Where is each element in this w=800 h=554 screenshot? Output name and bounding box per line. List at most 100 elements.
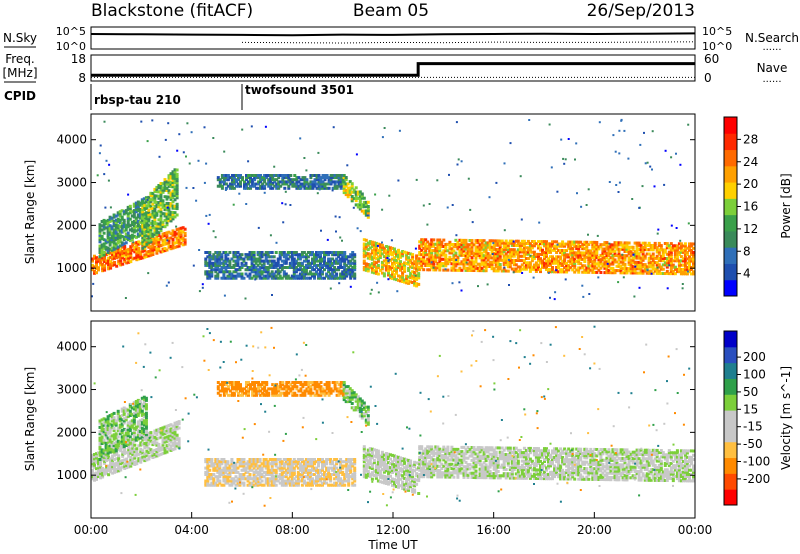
- scatter-cell: [177, 229, 181, 233]
- scatter-cell: [136, 422, 140, 426]
- scatter-cell: [539, 261, 542, 265]
- scatter-cell: [344, 188, 348, 192]
- scatter-cell: [675, 255, 679, 259]
- scatter-cell: [222, 479, 226, 483]
- scatter-cell: [579, 257, 583, 261]
- scatter-cell: [138, 201, 142, 205]
- scatter-cell: [93, 461, 96, 465]
- scatter-cell: [637, 248, 641, 251]
- scatter-cell: [522, 244, 526, 248]
- scatter-cell: [161, 243, 165, 247]
- scatter-cell: [325, 182, 329, 186]
- scatter-cell: [333, 182, 337, 186]
- scatter-cell: [337, 268, 341, 272]
- scatter-cell: [140, 435, 144, 439]
- scatter-cell: [518, 244, 522, 247]
- scatter-cell: [240, 468, 244, 472]
- scatter-cell: [157, 194, 161, 198]
- scatter-noise-cell: [576, 192, 578, 195]
- scatter-cell: [173, 233, 177, 236]
- scatter-cell: [430, 251, 434, 255]
- scatter-cell: [368, 255, 372, 259]
- scatter-cell: [240, 473, 244, 476]
- scatter-cell: [490, 262, 494, 266]
- scatter-cell: [553, 244, 557, 248]
- scatter-cell: [98, 231, 102, 235]
- scatter-cell: [417, 259, 421, 263]
- scatter-cell: [309, 174, 313, 177]
- scatter-cell: [534, 255, 538, 258]
- scatter-cell: [163, 180, 167, 184]
- scatter-cell: [140, 409, 144, 413]
- scatter-cell: [135, 256, 139, 260]
- scatter-noise-cell: [370, 288, 373, 291]
- scatter-cell: [623, 265, 627, 268]
- scatter-cell: [627, 260, 631, 264]
- scatter-cell: [122, 223, 126, 227]
- scatter-cell: [108, 426, 112, 430]
- scatter-cell: [300, 272, 304, 276]
- scatter-cell: [253, 178, 257, 182]
- scatter-cell: [502, 254, 506, 258]
- scatter-cell: [555, 240, 559, 244]
- scatter-cell: [159, 222, 163, 226]
- scatter-cell: [603, 266, 607, 270]
- scatter-cell: [232, 182, 236, 186]
- scatter-noise-cell: [317, 151, 320, 154]
- scatter-cell: [438, 264, 442, 268]
- scatter-cell: [262, 263, 266, 267]
- scatter-cell: [106, 421, 110, 425]
- scatter-cell: [173, 423, 177, 427]
- scatter-cell: [595, 241, 599, 244]
- scatter-cell: [659, 254, 663, 258]
- scatter-noise-cell: [638, 206, 641, 209]
- scatter-cell: [631, 260, 635, 264]
- scatter-cell: [264, 259, 268, 263]
- scatter-cell: [339, 266, 343, 269]
- scatter-cell: [557, 248, 561, 252]
- scatter-noise-cell: [556, 190, 559, 193]
- scatter-cell: [549, 246, 552, 250]
- scatter-cell: [120, 217, 124, 221]
- scatter-cell: [522, 267, 526, 271]
- scatter-cell: [106, 248, 110, 252]
- scatter-cell: [133, 460, 137, 464]
- scatter-cell: [464, 243, 468, 247]
- scatter-cell: [484, 256, 488, 260]
- beam-title: Beam 05: [353, 1, 429, 21]
- scatter-cell: [262, 253, 266, 257]
- scatter-cell: [647, 243, 651, 247]
- scatter-cell: [539, 248, 542, 252]
- scatter-cell: [260, 270, 264, 274]
- scatter-cell: [389, 252, 392, 256]
- scatter-cell: [298, 276, 302, 280]
- scatter-noise-cell: [366, 214, 369, 217]
- scatter-noise-cell: [106, 227, 109, 230]
- scatter-cell: [378, 245, 382, 249]
- scatter-cell: [121, 465, 125, 469]
- scatter-cell: [147, 238, 151, 242]
- scatter-cell: [181, 226, 185, 230]
- scatter-cell: [112, 435, 116, 439]
- scatter-cell: [232, 266, 236, 269]
- scatter-cell: [683, 246, 687, 250]
- scatter-cell: [585, 242, 589, 246]
- scatter-cell: [143, 204, 147, 208]
- scatter-cell: [362, 248, 366, 252]
- scatter-cell: [245, 174, 248, 177]
- scatter-cell: [256, 257, 260, 261]
- scatter-cell: [163, 238, 167, 242]
- scatter-cell: [526, 239, 530, 243]
- scatter-cell: [389, 246, 392, 250]
- power-colorbar-cell: [724, 133, 737, 151]
- scatter-cell: [613, 254, 617, 258]
- scatter-cell: [111, 463, 115, 467]
- scatter-cell: [631, 245, 635, 249]
- scatter-cell: [95, 256, 98, 260]
- scatter-cell: [296, 257, 300, 261]
- scatter-cell: [247, 186, 250, 190]
- scatter-cell: [252, 464, 256, 468]
- scatter-cell: [105, 469, 109, 473]
- scatter-cell: [232, 255, 236, 259]
- scatter-cell: [246, 470, 250, 474]
